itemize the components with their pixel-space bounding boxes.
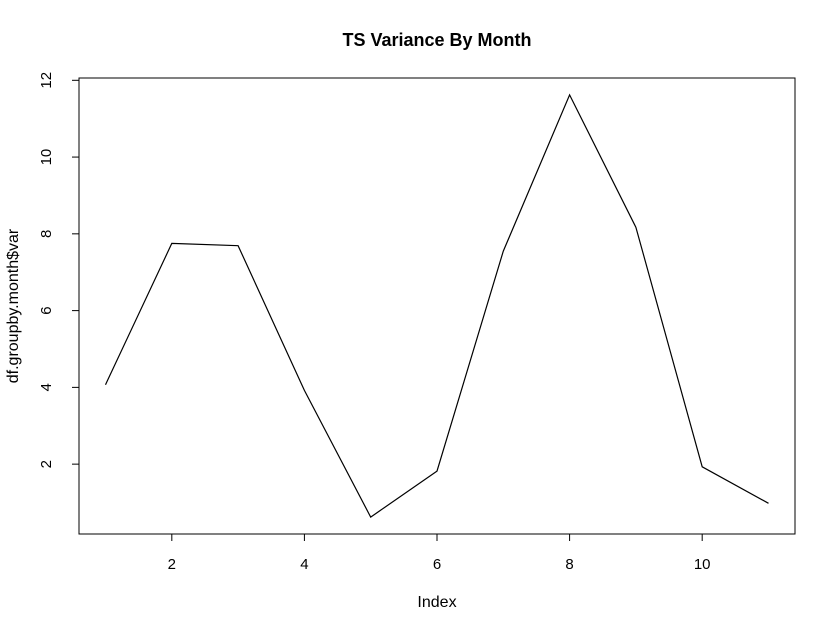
x-axis: 2 4 6 8 10: [168, 533, 711, 573]
y-tick-label: 10: [38, 149, 55, 166]
chart-title: TS Variance By Month: [342, 30, 531, 50]
y-tick-label: 4: [38, 383, 55, 391]
x-tick-label: 10: [694, 556, 711, 573]
series-line: [104, 93, 769, 518]
x-tick-label: 2: [168, 556, 176, 573]
plot-frame: [78, 77, 796, 535]
y-tick-label: 6: [38, 306, 55, 314]
y-tick-label: 12: [38, 72, 55, 89]
x-tick-label: 4: [300, 556, 308, 573]
y-tick-label: 8: [38, 230, 55, 238]
x-tick-label: 8: [565, 556, 573, 573]
y-axis: 2 4 6 8 10 12: [38, 72, 80, 468]
y-axis-label: df.groupby.month$var: [5, 228, 22, 383]
x-axis-label: Index: [417, 594, 456, 611]
y-tick-label: 2: [38, 460, 55, 468]
x-tick-label: 6: [433, 556, 441, 573]
data-points: [104, 93, 771, 519]
